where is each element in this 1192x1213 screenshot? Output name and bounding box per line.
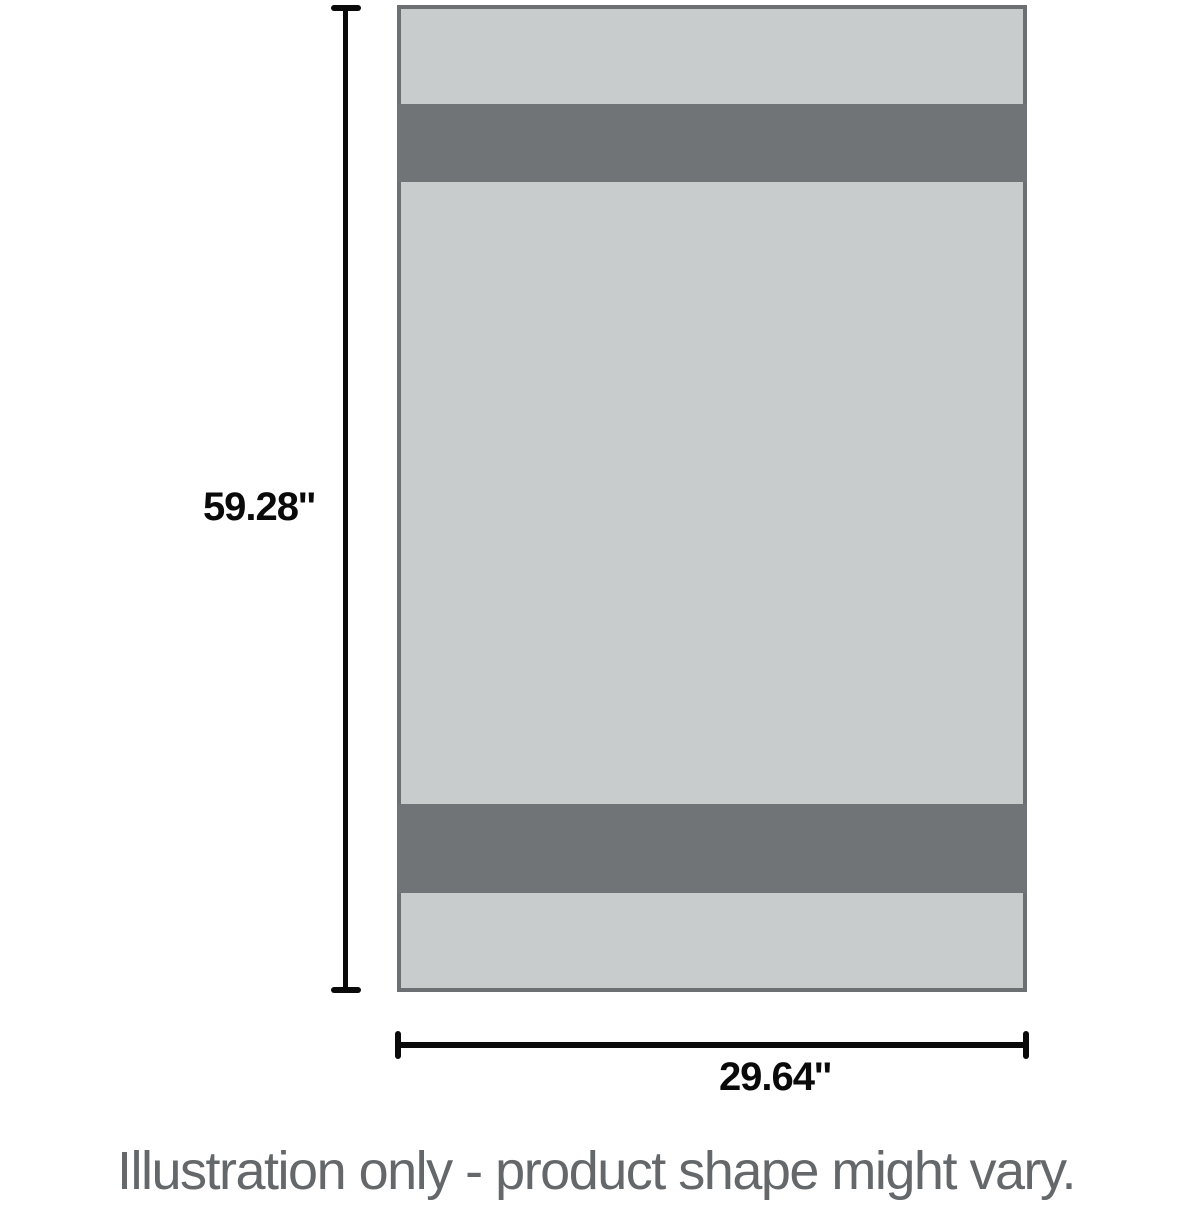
height-dimension-line [343,6,348,992]
illustration-caption: Illustration only - product shape might … [117,1141,1076,1201]
height-dimension-cap-bottom [331,987,361,993]
width-dimension-label: 29.64'' [718,1055,832,1099]
width-dimension-cap-right [1023,1031,1029,1059]
width-dimension-line [397,1042,1027,1048]
dark-stripe-top [397,104,1027,182]
dark-stripe-bottom [397,804,1027,893]
height-dimension-label: 59.28'' [202,485,316,529]
product-rectangle [397,5,1027,992]
